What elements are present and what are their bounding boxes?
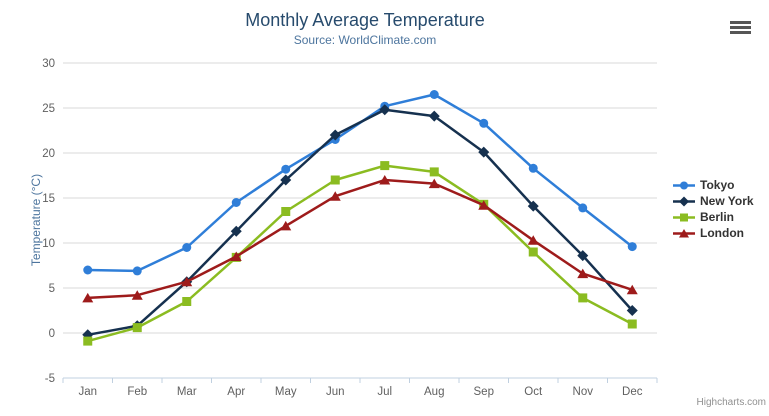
context-menu-button[interactable] [730, 21, 751, 35]
y-axis-label: 5 [49, 283, 55, 295]
series-line [86, 93, 634, 273]
series-new-york [82, 104, 638, 341]
series-london [82, 175, 638, 303]
y-axis-label: 10 [42, 238, 55, 250]
legend-label: Tokyo [700, 178, 735, 192]
circle-marker-icon [673, 181, 695, 189]
x-axis-label: Mar [177, 386, 197, 398]
legend-item-tokyo[interactable]: Tokyo [673, 177, 754, 193]
hamburger-icon [730, 21, 751, 34]
y-axis-label: 0 [49, 328, 55, 340]
x-axis-label: Feb [127, 386, 147, 398]
triangle-marker-icon [673, 228, 695, 237]
credits-link[interactable]: Highcharts.com [696, 397, 766, 408]
legend-label: Berlin [700, 210, 735, 224]
y-axis-label: 15 [42, 193, 55, 205]
chart-subtitle: Source: WorldClimate.com [293, 33, 437, 47]
y-axis-title: Temperature (°C) [29, 174, 43, 266]
y-axis-label: 20 [42, 148, 55, 160]
square-marker-icon [673, 213, 695, 221]
series-line [86, 164, 634, 343]
x-axis-label: Jan [78, 386, 97, 398]
x-axis-label: Oct [524, 386, 543, 398]
x-axis-label: Nov [573, 386, 594, 398]
x-axis-label: May [275, 386, 297, 398]
legend-item-new-york[interactable]: New York [673, 193, 754, 209]
x-axis-label: Dec [622, 386, 643, 398]
x-axis-label: Apr [227, 386, 245, 398]
y-axis-label: 25 [42, 103, 55, 115]
legend: Tokyo New York Berlin London [673, 177, 754, 241]
legend-item-berlin[interactable]: Berlin [673, 209, 754, 225]
legend-label: London [700, 226, 744, 240]
diamond-marker-icon [673, 196, 695, 206]
x-axis-label: Sep [474, 386, 494, 398]
x-axis-label: Jun [326, 386, 345, 398]
legend-label: New York [700, 194, 754, 208]
series-line [86, 108, 634, 337]
series-tokyo [83, 90, 637, 276]
chart-title: Monthly Average Temperature [245, 10, 485, 30]
series-line [86, 178, 634, 300]
y-axis-label: 30 [42, 58, 55, 70]
x-axis-label: Aug [424, 386, 444, 398]
y-axis-label: -5 [45, 373, 55, 385]
x-axis-label: Jul [377, 386, 392, 398]
legend-item-london[interactable]: London [673, 225, 754, 241]
